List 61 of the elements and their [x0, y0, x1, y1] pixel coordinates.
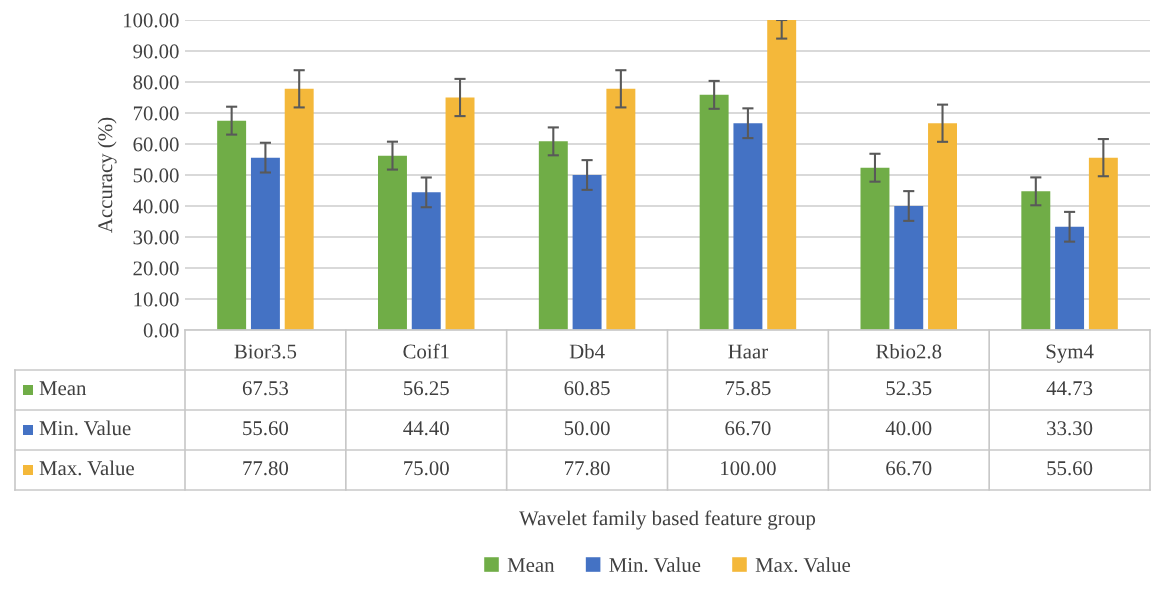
y-tick-label: 80.00: [133, 75, 179, 90]
y-tick-label: 10.00: [134, 292, 179, 307]
data-label: 33.30: [1047, 421, 1093, 436]
text: Max. Value: [755, 557, 851, 573]
x-tick-label: Rbio2.8: [876, 343, 942, 359]
y-tick-label: 50.00: [133, 168, 179, 183]
data-label: 40.00: [885, 421, 932, 436]
x-tick-label: Haar: [728, 344, 768, 359]
y-tick-label: 30.00: [133, 230, 179, 245]
bar: [1055, 226, 1085, 330]
data-label: 44.40: [403, 421, 449, 436]
bar: [538, 141, 568, 330]
text: Wavelet family based feature group: [519, 510, 816, 530]
y-tick-label: 60.00: [133, 137, 179, 152]
bar: [1021, 191, 1051, 330]
data-label: 56.25: [404, 381, 449, 396]
bar: [572, 175, 602, 330]
data-label: 77.80: [565, 461, 610, 476]
bar: [606, 88, 636, 330]
data-label: 66.70: [886, 461, 932, 476]
y-tick-label: 70.00: [133, 106, 179, 121]
data-label: 77.80: [243, 461, 289, 476]
y-tick-label: 20.00: [133, 261, 179, 276]
y-tick-label: 90.00: [133, 44, 179, 59]
y-tick-label: 100.00: [123, 13, 179, 28]
y-axis-title: Accuracy (%): [97, 117, 117, 233]
bar: [1088, 157, 1118, 330]
legend-label: Max. Value: [39, 460, 134, 476]
bar: [699, 94, 729, 330]
bar: [284, 88, 314, 330]
data-label: 55.60: [243, 421, 289, 436]
data-label: 75.85: [725, 381, 771, 396]
bar: [733, 123, 763, 330]
legend-label: Min. Value: [39, 420, 131, 436]
bar: [378, 155, 407, 330]
bar: [928, 123, 957, 330]
bar: [860, 167, 890, 330]
data-label: 55.60: [1047, 461, 1093, 476]
x-tick-label: Sym4: [1046, 344, 1094, 363]
x-tick-label: Db4: [569, 343, 605, 359]
legend-label: Mean: [39, 381, 87, 396]
data-label: 50.00: [564, 421, 610, 436]
text: Mean: [507, 558, 555, 573]
bar: [894, 206, 924, 330]
data-label: 66.70: [725, 421, 771, 436]
y-tick-label: 0.00: [143, 323, 179, 338]
bar: [767, 20, 797, 330]
x-tick-label: Bior3.5: [234, 344, 297, 359]
data-label: 44.73: [1046, 381, 1093, 396]
bar: [445, 97, 475, 330]
bar: [217, 120, 247, 330]
y-tick-label: 40.00: [132, 199, 179, 214]
data-label: 60.85: [564, 381, 610, 396]
bar: [250, 157, 280, 330]
data-label: 75.00: [404, 461, 449, 476]
data-label: 52.35: [886, 381, 932, 396]
data-label: 67.53: [242, 381, 289, 396]
text: Min. Value: [609, 557, 701, 573]
bar: [411, 192, 441, 330]
data-label: 100.00: [721, 461, 776, 476]
x-tick-label: Coif1: [403, 343, 449, 359]
